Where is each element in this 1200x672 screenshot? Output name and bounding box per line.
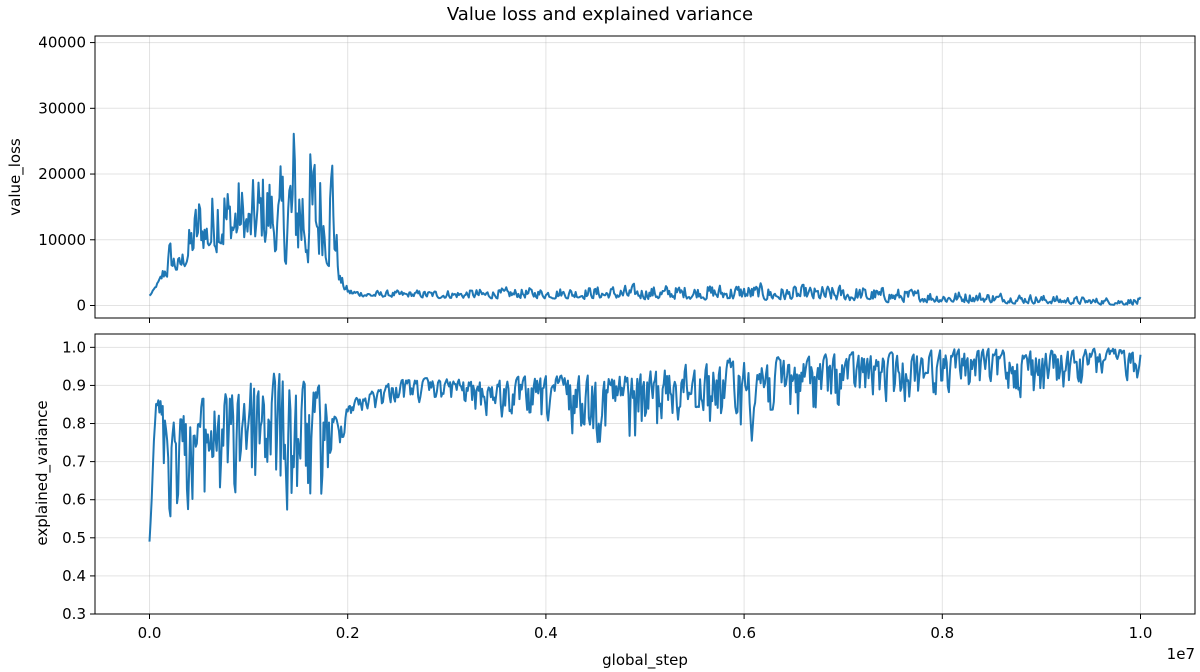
explained-variance-y-tick-label: 0.5 [62, 529, 86, 547]
value-loss-y-label: value_loss [6, 138, 25, 216]
value-loss-axes: 0 10000 20000 30000 40000 value_loss [6, 34, 1196, 323]
x-tick-label: 0.2 [336, 624, 360, 642]
value-loss-grid [95, 36, 1195, 318]
explained-variance-line [148, 347, 1142, 542]
explained-variance-y-label: explained_variance [33, 400, 52, 545]
figure-title: Value loss and explained variance [447, 4, 753, 25]
value-loss-line [148, 132, 1142, 306]
explained-variance-y-tick-label: 0.4 [62, 567, 86, 585]
value-loss-ticks: 0 10000 20000 30000 40000 [38, 34, 1141, 323]
value-loss-y-tick-label: 30000 [38, 99, 86, 117]
x-tick-label: 0.6 [732, 624, 756, 642]
explained-variance-axes: 0.0 0.2 0.4 0.6 0.8 1.0 0.3 0.4 0.5 0.6 0.7 0.8 0.9 1… [33, 333, 1196, 670]
value-loss-y-tick-label: 40000 [38, 34, 86, 52]
value-loss-y-tick-label: 0 [76, 297, 86, 315]
value-loss-y-tick-label: 10000 [38, 231, 86, 249]
x-tick-label: 0.0 [138, 624, 162, 642]
value-loss-y-tick-label: 20000 [38, 165, 86, 183]
explained-variance-y-tick-label: 0.6 [62, 491, 86, 509]
x-tick-label: 0.8 [930, 624, 954, 642]
explained-variance-y-tick-label: 1.0 [62, 338, 86, 356]
x-tick-label: 1.0 [1129, 624, 1153, 642]
explained-variance-ticks: 0.0 0.2 0.4 0.6 0.8 1.0 0.3 0.4 0.5 0.6 0.7 0.8 0.9 1… [62, 338, 1152, 642]
explained-variance-y-tick-label: 0.9 [62, 376, 86, 394]
x-axis-label: global_step [602, 651, 688, 670]
explained-variance-y-tick-label: 0.7 [62, 453, 86, 471]
x-tick-label: 0.4 [534, 624, 558, 642]
value-loss-frame [94, 35, 1196, 319]
explained-variance-y-tick-label: 0.3 [62, 605, 86, 623]
explained-variance-y-tick-label: 0.8 [62, 415, 86, 433]
explained-variance-frame [94, 333, 1196, 615]
x-offset-label: 1e7 [1167, 645, 1195, 663]
